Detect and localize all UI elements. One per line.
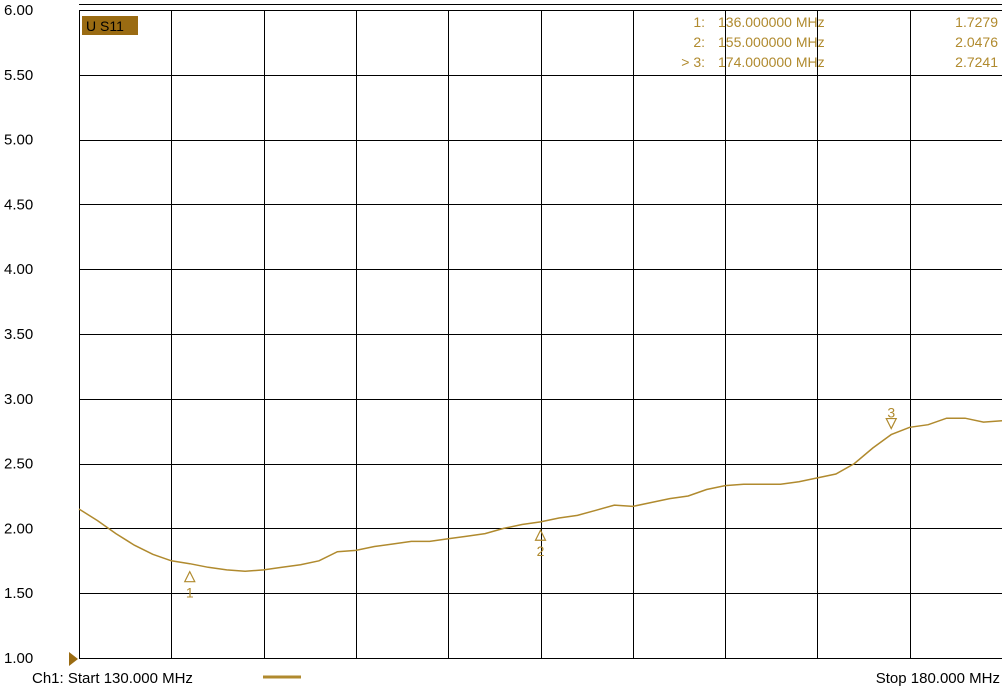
marker-value: 2.7241 [955, 54, 998, 70]
marker-number-label: 2 [537, 543, 545, 559]
trace-layer [78, 417, 1002, 572]
stop-frequency-label: Stop 180.000 MHz [876, 670, 1000, 687]
marker-number: 1: [693, 14, 705, 30]
marker-number: 2: [693, 34, 705, 50]
marker-triangle [183, 570, 196, 583]
y-tick-label: 3.00 [4, 391, 33, 408]
trace-s11-line [78, 417, 1002, 572]
reference-level-arrow [69, 652, 78, 666]
marker-triangle [885, 417, 898, 430]
y-tick-label: 2.50 [4, 456, 33, 473]
trace-badge-label: U S11 [86, 18, 124, 34]
marker-value: 2.0476 [955, 34, 998, 50]
y-tick-label: 1.00 [4, 650, 33, 667]
marker-number-label: 3 [887, 405, 895, 421]
footer: Ch1: Start 130.000 MHz Stop 180.000 MHz [32, 652, 1000, 687]
marker-frequency: 174.000000 MHz [718, 54, 825, 70]
y-tick-label: 6.00 [4, 2, 33, 19]
y-tick-label: 4.00 [4, 261, 33, 278]
marker-frequency: 136.000000 MHz [718, 14, 825, 30]
trace-badge-background [82, 16, 138, 35]
marker-value: 1.7279 [955, 14, 998, 30]
trace-badge[interactable]: U S11 [82, 16, 138, 35]
start-frequency-label: Ch1: Start 130.000 MHz [32, 670, 193, 687]
y-tick-label: 5.50 [4, 67, 33, 84]
y-tick-label: 3.50 [4, 326, 33, 343]
marker-number: > 3: [681, 54, 705, 70]
plot-grid [79, 4, 1002, 659]
y-tick-label: 4.50 [4, 196, 33, 213]
marker-number-label: 1 [186, 585, 194, 601]
y-axis-ticks: 1.00 1.50 2.00 2.50 3.00 3.50 4.00 4.50 5.00 5.50… [4, 2, 33, 667]
marker-points: 1 2 3 [183, 405, 898, 601]
y-tick-label: 1.50 [4, 585, 33, 602]
y-tick-label: 2.00 [4, 520, 33, 537]
marker-frequency: 155.000000 MHz [718, 34, 825, 50]
y-tick-label: 5.00 [4, 132, 33, 149]
marker-readout-table: 1: 136.000000 MHz 1.7279 2: 155.000000 MHz 2.… [681, 14, 998, 70]
marker-triangle [534, 528, 547, 541]
